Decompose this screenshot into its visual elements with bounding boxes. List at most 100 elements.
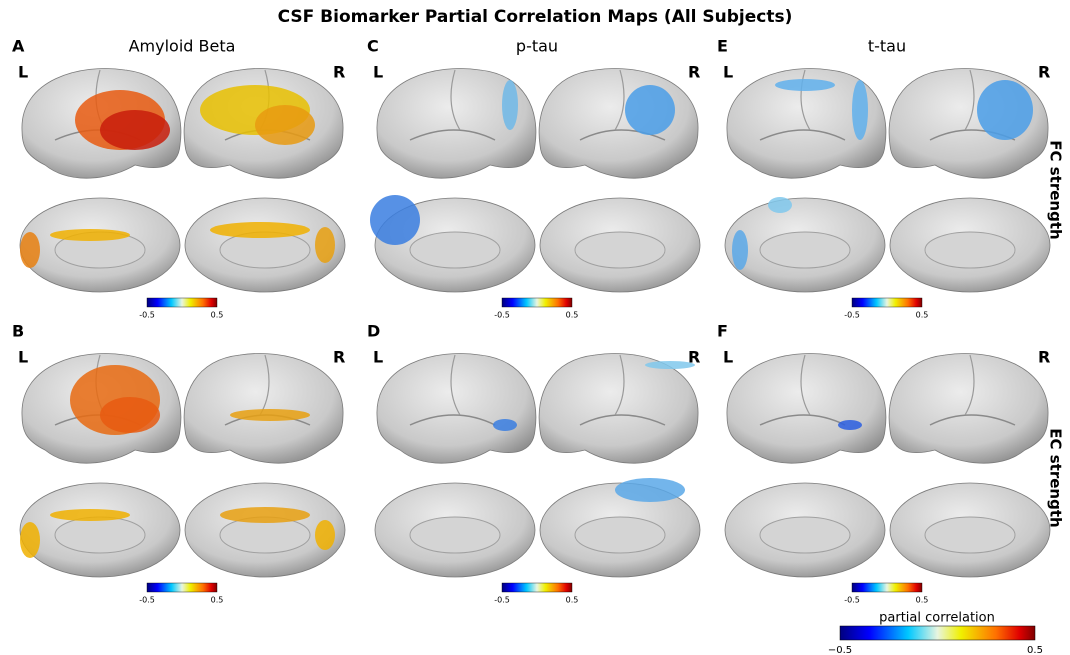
hemisphere-label: L [723, 63, 733, 82]
hemisphere-label: L [373, 63, 383, 82]
hemisphere-label: L [723, 348, 733, 367]
correlation-patch [20, 522, 40, 558]
colorbar-min: -0.5 [494, 311, 510, 320]
correlation-patch [50, 509, 130, 521]
colorbar-min: -0.5 [844, 596, 860, 605]
sulcus [800, 354, 811, 416]
sulcus [800, 69, 811, 131]
sulcus [409, 414, 496, 426]
column-title: p-tau [516, 37, 558, 56]
corpus-callosum [924, 516, 1016, 554]
figure-title: CSF Biomarker Partial Correlation Maps (… [278, 7, 793, 27]
colorbar-min: -0.5 [494, 596, 510, 605]
sulcus [614, 69, 625, 131]
correlation-patch [20, 232, 40, 268]
hemisphere-label: L [373, 348, 383, 367]
corpus-callosum [409, 516, 501, 554]
colorbar [851, 582, 923, 593]
correlation-patch [315, 227, 335, 263]
colorbar [146, 582, 218, 593]
correlation-patch [502, 80, 518, 130]
colorbar [839, 625, 1036, 641]
hemisphere-label: L [18, 63, 28, 82]
correlation-patch [230, 409, 310, 421]
panel-letter: F [717, 322, 728, 341]
hemisphere-label: R [688, 348, 700, 367]
colorbar-min: -0.5 [139, 596, 155, 605]
correlation-patch [732, 230, 748, 270]
corpus-callosum [759, 516, 851, 554]
colorbar-max: 0.5 [211, 596, 224, 605]
row-label: FC strength [1047, 140, 1065, 239]
colorbar-max: 0.5 [211, 311, 224, 320]
corpus-callosum [409, 231, 501, 269]
panel: DL R -0.5 0.5 [367, 322, 701, 605]
corpus-callosum [574, 231, 666, 269]
sulcus [964, 354, 975, 416]
correlation-patch [50, 229, 130, 241]
column-title: t-tau [868, 37, 906, 56]
sulcus [579, 129, 666, 141]
colorbar-label: partial correlation [879, 611, 995, 626]
correlation-patch [852, 80, 868, 140]
hemisphere-label: R [1038, 63, 1050, 82]
sulcus [409, 129, 496, 141]
sulcus [759, 129, 846, 141]
correlation-patch [255, 105, 315, 145]
panel: FL R -0.5 0.5 [717, 322, 1051, 605]
corpus-callosum [574, 516, 666, 554]
hemisphere-label: R [333, 63, 345, 82]
corpus-callosum [759, 231, 851, 269]
corpus-callosum [54, 516, 146, 554]
sulcus [579, 414, 666, 426]
colorbar-max: 0.5 [916, 311, 929, 320]
row-label: EC strength [1047, 428, 1065, 527]
correlation-patch [775, 79, 835, 91]
sulcus [614, 354, 625, 416]
sulcus [929, 414, 1016, 426]
sulcus [450, 69, 461, 131]
colorbar-min: -0.5 [139, 311, 155, 320]
hemisphere-label: R [688, 63, 700, 82]
panel-letter: D [367, 322, 380, 341]
correlation-patch [977, 80, 1033, 140]
correlation-patch [625, 85, 675, 135]
correlation-patch [210, 222, 310, 238]
hemisphere-label: R [1038, 348, 1050, 367]
correlation-patch [493, 419, 517, 431]
colorbar-min: −0.5 [828, 645, 852, 655]
correlation-patch [100, 397, 160, 433]
correlation-patch [100, 110, 170, 150]
hemisphere-label: R [333, 348, 345, 367]
colorbar [501, 582, 573, 593]
correlation-patch [615, 478, 685, 502]
correlation-patch [768, 197, 792, 213]
panel-letter: C [367, 37, 379, 56]
colorbar-max: 0.5 [566, 311, 579, 320]
sulcus [964, 69, 975, 131]
corpus-callosum [924, 231, 1016, 269]
correlation-patch [838, 420, 862, 430]
hemisphere-label: L [18, 348, 28, 367]
panel-letter: A [12, 37, 25, 56]
column-title: Amyloid Beta [129, 37, 236, 56]
correlation-patch [220, 507, 310, 523]
colorbar-max: 0.5 [1027, 645, 1043, 655]
colorbar [146, 297, 218, 308]
colorbar-max: 0.5 [916, 596, 929, 605]
colorbar [851, 297, 923, 308]
correlation-patch [370, 195, 420, 245]
panel: A Amyloid Beta L R -0.5 0.5 [12, 37, 346, 320]
correlation-patch [315, 520, 335, 550]
colorbar-max: 0.5 [566, 596, 579, 605]
sulcus [450, 354, 461, 416]
colorbar-min: -0.5 [844, 311, 860, 320]
panel-letter: B [12, 322, 24, 341]
panel-letter: E [717, 37, 728, 56]
colorbar [501, 297, 573, 308]
correlation-patch [645, 361, 695, 369]
sulcus [759, 414, 846, 426]
